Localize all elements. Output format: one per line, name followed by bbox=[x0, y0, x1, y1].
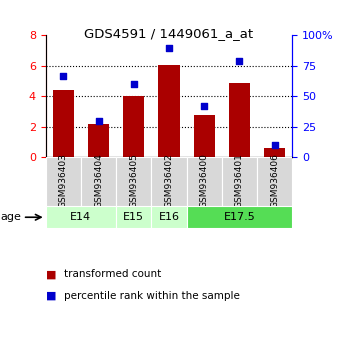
Bar bbox=[187, 158, 222, 206]
Text: GSM936403: GSM936403 bbox=[59, 153, 68, 208]
Bar bbox=[151, 158, 187, 206]
Bar bbox=[264, 148, 285, 158]
Text: percentile rank within the sample: percentile rank within the sample bbox=[64, 291, 240, 301]
Text: age: age bbox=[1, 212, 22, 222]
Bar bbox=[222, 158, 257, 206]
Bar bbox=[194, 115, 215, 158]
Text: GDS4591 / 1449061_a_at: GDS4591 / 1449061_a_at bbox=[84, 27, 254, 40]
Point bbox=[237, 58, 242, 64]
Point bbox=[272, 142, 277, 148]
Bar bbox=[46, 206, 116, 228]
Point bbox=[166, 45, 172, 50]
Text: ■: ■ bbox=[46, 291, 56, 301]
Text: E16: E16 bbox=[159, 212, 179, 222]
Bar bbox=[229, 84, 250, 158]
Text: transformed count: transformed count bbox=[64, 269, 162, 279]
Text: E14: E14 bbox=[70, 212, 92, 222]
Bar bbox=[159, 65, 179, 158]
Bar bbox=[116, 158, 151, 206]
Text: GSM936401: GSM936401 bbox=[235, 153, 244, 208]
Point bbox=[131, 81, 137, 87]
Text: E15: E15 bbox=[123, 212, 144, 222]
Text: GSM936402: GSM936402 bbox=[165, 153, 173, 208]
Bar bbox=[46, 158, 81, 206]
Text: ■: ■ bbox=[46, 269, 56, 279]
Bar bbox=[151, 206, 187, 228]
Bar bbox=[116, 206, 151, 228]
Point bbox=[61, 73, 66, 79]
Bar bbox=[88, 124, 109, 158]
Bar bbox=[257, 158, 292, 206]
Text: GSM936405: GSM936405 bbox=[129, 153, 138, 208]
Text: GSM936400: GSM936400 bbox=[200, 153, 209, 208]
Point bbox=[96, 118, 101, 124]
Text: E17.5: E17.5 bbox=[224, 212, 256, 222]
Bar bbox=[123, 96, 144, 158]
Text: GSM936404: GSM936404 bbox=[94, 153, 103, 208]
Text: GSM936406: GSM936406 bbox=[270, 153, 279, 208]
Bar bbox=[53, 90, 74, 158]
Bar bbox=[187, 206, 292, 228]
Bar bbox=[81, 158, 116, 206]
Point bbox=[201, 103, 207, 109]
